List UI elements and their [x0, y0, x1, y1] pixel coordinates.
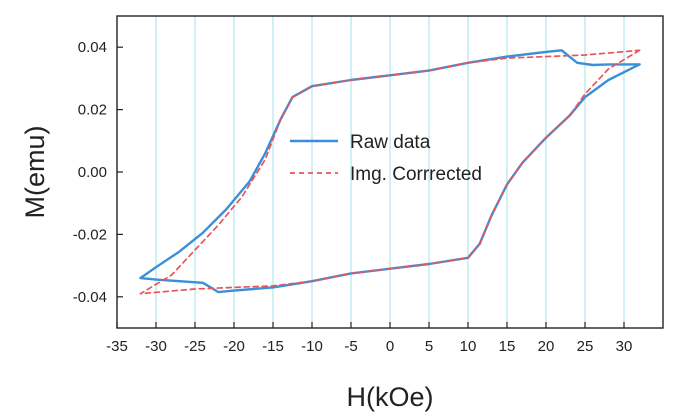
y-tick-label: 0.04 [78, 39, 107, 56]
x-tick-label: 15 [499, 338, 516, 355]
x-tick-label: 25 [577, 338, 594, 355]
x-tick-label: 30 [616, 338, 633, 355]
ticks: -35 -30 -25 -20 -15 -10 -5 0 5 10 15 20 25 30 0.04 0.02… [73, 39, 633, 355]
x-tick-label: -15 [262, 338, 284, 355]
x-axis-title: H(kOe) [347, 382, 434, 412]
x-tick-label: -30 [145, 338, 167, 355]
x-tick-label: -35 [106, 338, 128, 355]
x-tick-label: 20 [538, 338, 555, 355]
y-tick-label: 0.02 [78, 102, 107, 119]
y-tick-label: -0.04 [73, 289, 107, 306]
legend-label-img-corrected: Img. Corrrected [350, 164, 482, 185]
y-tick-label: 0.00 [78, 164, 107, 181]
y-axis-title: M(emu) [20, 126, 50, 219]
x-tick-label: -5 [344, 338, 357, 355]
series-line-1 [139, 49, 641, 295]
x-tick-label: 5 [425, 338, 433, 355]
x-tick-label: -10 [301, 338, 323, 355]
legend-label-raw-data: Raw data [350, 132, 431, 153]
x-tick-label: -20 [223, 338, 245, 355]
x-tick-label: 0 [386, 338, 394, 355]
series-layer [139, 49, 641, 295]
legend: Raw data Img. Corrrected [290, 132, 482, 185]
grid-lines [155, 16, 625, 328]
y-tick-label: -0.02 [73, 226, 107, 243]
x-tick-label: -25 [184, 338, 206, 355]
x-tick-label: 10 [460, 338, 477, 355]
